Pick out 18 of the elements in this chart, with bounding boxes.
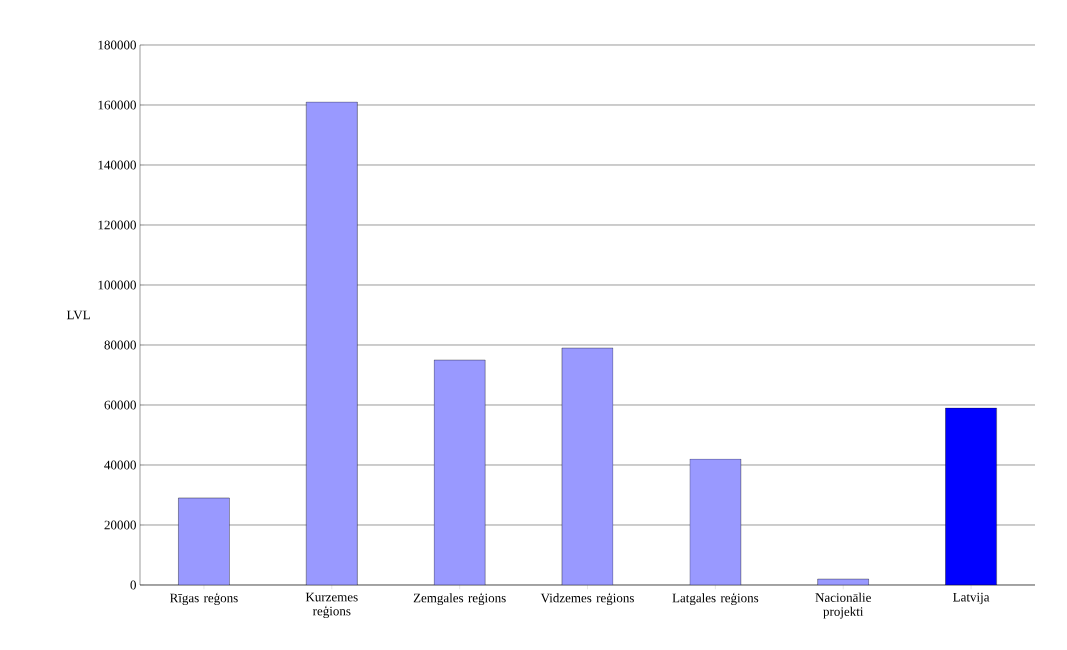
x-tick-label: Zemgales reģions [413,592,506,606]
x-tick-label: Latgales reģions [672,592,759,606]
x-tick-label: Rīgas reģons [170,592,238,606]
x-tick-label: Latvija [953,592,990,605]
y-tick-label: 60000 [104,400,136,410]
y-tick-label: 40000 [104,460,136,470]
y-tick-label: 120000 [98,220,136,230]
y-tick-label: 140000 [98,160,136,170]
y-tick-label: 80000 [104,340,136,350]
y-tick-label: 160000 [98,100,136,110]
y-tick-label: 0 [130,580,136,590]
x-tick-label: Nacionālie projekti [815,592,871,619]
y-axis-title: LVL [66,310,90,320]
x-tick-label: Vidzemes reģions [540,592,634,606]
y-tick-label: 100000 [98,280,136,290]
x-tick-label: Kurzemes reģions [305,592,358,619]
y-tick-label: 180000 [98,40,136,50]
y-tick-label: 20000 [104,520,136,530]
